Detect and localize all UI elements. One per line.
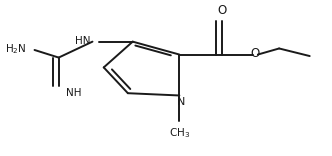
- Text: N: N: [177, 97, 185, 107]
- Text: O: O: [217, 4, 227, 17]
- Text: CH$_3$: CH$_3$: [169, 127, 190, 140]
- Text: O: O: [250, 47, 260, 60]
- Text: HN: HN: [75, 36, 91, 46]
- Text: NH: NH: [66, 88, 81, 98]
- Text: H$_2$N: H$_2$N: [5, 42, 27, 56]
